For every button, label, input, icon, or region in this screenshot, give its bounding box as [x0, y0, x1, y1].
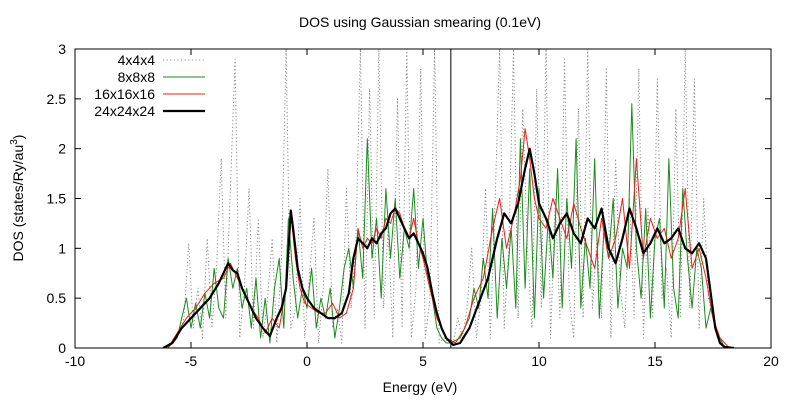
x-tick-label: 0 — [303, 353, 311, 369]
x-tick-label: 10 — [531, 353, 547, 369]
series-line-8x8x8 — [167, 103, 726, 348]
y-axis-label-end: ) — [10, 135, 26, 140]
legend-label-8x8x8: 8x8x8 — [118, 69, 156, 85]
y-axis-label-main: DOS (states/Ry/au — [10, 145, 26, 262]
legend-label-4x4x4: 4x4x4 — [118, 52, 156, 68]
legend-label-24x24x24: 24x24x24 — [94, 103, 155, 119]
y-tick-label: 3 — [58, 41, 66, 57]
x-tick-label: 15 — [647, 353, 663, 369]
series-layer — [162, 49, 735, 348]
y-tick-label: 1.5 — [47, 191, 67, 207]
y-tick-label: 2 — [58, 141, 66, 157]
y-axis-label-superscript: 3 — [9, 139, 20, 145]
x-tick-label: -5 — [185, 353, 198, 369]
series-line-16x16x16 — [167, 128, 730, 348]
series-line-24x24x24 — [162, 147, 735, 348]
x-tick-label: 20 — [763, 353, 779, 369]
legend-label-16x16x16: 16x16x16 — [94, 86, 155, 102]
y-tick-label: 1 — [58, 240, 66, 256]
y-tick-label: 2.5 — [47, 91, 67, 107]
x-axis-label: Energy (eV) — [383, 379, 458, 395]
y-tick-label: 0.5 — [47, 290, 67, 306]
y-axis-label: DOS (states/Ry/au3) — [9, 135, 26, 262]
x-tick-label: 5 — [419, 353, 427, 369]
chart-title-group: DOS using Gaussian smearing (0.1eV) — [299, 14, 541, 30]
x-tick-label: -10 — [65, 353, 85, 369]
chart-title: DOS using Gaussian smearing (0.1eV) — [299, 14, 541, 30]
y-tick-label: 0 — [58, 340, 66, 356]
series-line-4x4x4 — [162, 49, 726, 348]
ticks-layer: -10 -5 0 5 10 15 20 0 0.5 1 1.5 2 2.5 3 — [47, 41, 779, 369]
